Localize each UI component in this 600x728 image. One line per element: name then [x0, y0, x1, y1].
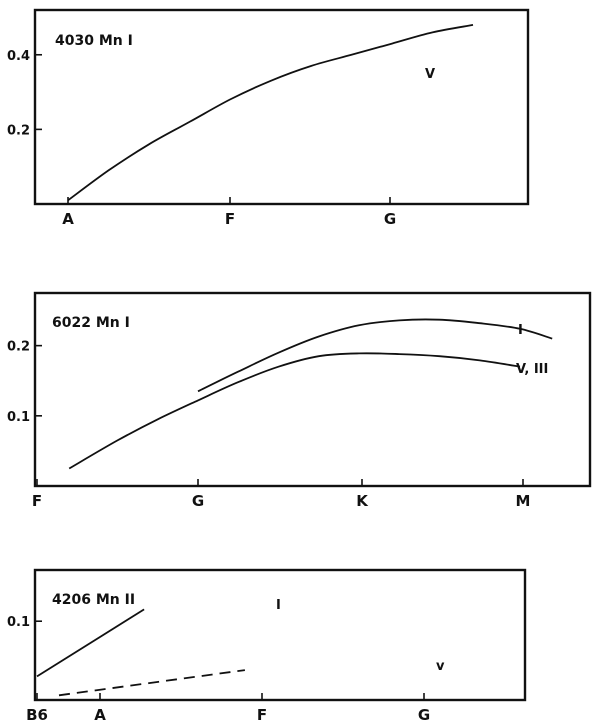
x-tick-label-2-g: G [192, 492, 204, 510]
plot-frame-1 [33, 8, 530, 206]
y-tick-label-1-1: 0.2 [7, 123, 30, 138]
panel-title-3: 4206 Mn II [52, 592, 135, 608]
plot-frame-2 [33, 291, 592, 488]
x-tick-label-2-k: K [356, 492, 369, 510]
series-line-3-v [58, 669, 246, 697]
y-tick-label-3-1: 0.1 [7, 615, 30, 630]
x-tick-label-3-b6: B6 [26, 706, 48, 724]
series-line-3-i [36, 608, 145, 678]
x-tick-label-1-g: G [384, 210, 396, 228]
series-line-1-v [67, 24, 474, 202]
series-line-2-i [197, 318, 553, 393]
y-tick-label-1-2: 0.4 [7, 49, 30, 64]
y-tick-label-2-2: 0.2 [7, 340, 30, 355]
panel-title-1: 4030 Mn I [55, 33, 133, 49]
y-tick-label-2-1: 0.1 [7, 410, 30, 425]
series-label-2-v-iii: V, III [516, 362, 548, 377]
x-tick-label-2-m: M [516, 492, 531, 510]
series-label-3-i: I [276, 598, 281, 613]
x-tick-label-3-a: A [94, 706, 106, 724]
x-tick-label-2-f: F [32, 492, 42, 510]
x-tick-label-3-f: F [257, 706, 267, 724]
series-label-2-i: I [518, 323, 523, 338]
panel-title-2: 6022 Mn I [52, 315, 130, 331]
series-label-1-v: V [425, 67, 435, 82]
x-tick-label-1-f: F [225, 210, 235, 228]
series-line-2-v-iii [68, 352, 521, 470]
series-label-3-v: v [436, 659, 445, 674]
x-tick-label-1-a: A [62, 210, 74, 228]
plot-frame-3 [33, 568, 527, 702]
x-tick-label-3-g: G [418, 706, 430, 724]
